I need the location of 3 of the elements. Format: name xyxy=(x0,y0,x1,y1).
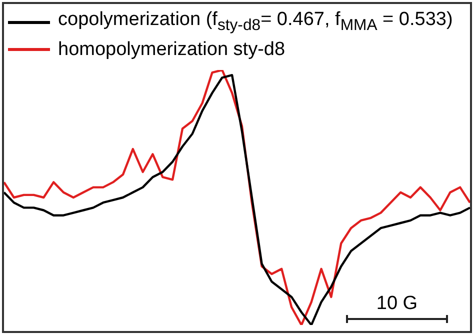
legend-label: homopolymerization sty-d8 xyxy=(58,38,286,62)
annotation: 10 G xyxy=(375,293,419,315)
legend-label: copolymerization (f$_{sty-d8}$= 0.467, f$_{MMA}$ = 0.533) xyxy=(58,8,453,36)
